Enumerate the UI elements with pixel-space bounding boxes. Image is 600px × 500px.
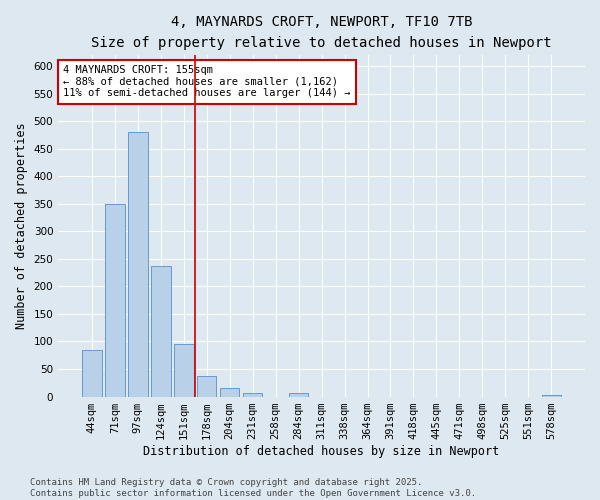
Bar [174, 344, 194, 396]
Bar [289, 392, 308, 396]
Title: 4, MAYNARDS CROFT, NEWPORT, TF10 7TB
Size of property relative to detached house: 4, MAYNARDS CROFT, NEWPORT, TF10 7TB Siz… [91, 15, 552, 50]
Bar [151, 266, 170, 396]
Bar [105, 204, 125, 396]
Bar [82, 350, 101, 397]
Y-axis label: Number of detached properties: Number of detached properties [15, 122, 28, 329]
X-axis label: Distribution of detached houses by size in Newport: Distribution of detached houses by size … [143, 444, 500, 458]
Text: 4 MAYNARDS CROFT: 155sqm
← 88% of detached houses are smaller (1,162)
11% of sem: 4 MAYNARDS CROFT: 155sqm ← 88% of detach… [64, 65, 351, 98]
Bar [128, 132, 148, 396]
Bar [220, 388, 239, 396]
Bar [542, 395, 561, 396]
Text: Contains HM Land Registry data © Crown copyright and database right 2025.
Contai: Contains HM Land Registry data © Crown c… [30, 478, 476, 498]
Bar [197, 376, 217, 396]
Bar [243, 392, 262, 396]
